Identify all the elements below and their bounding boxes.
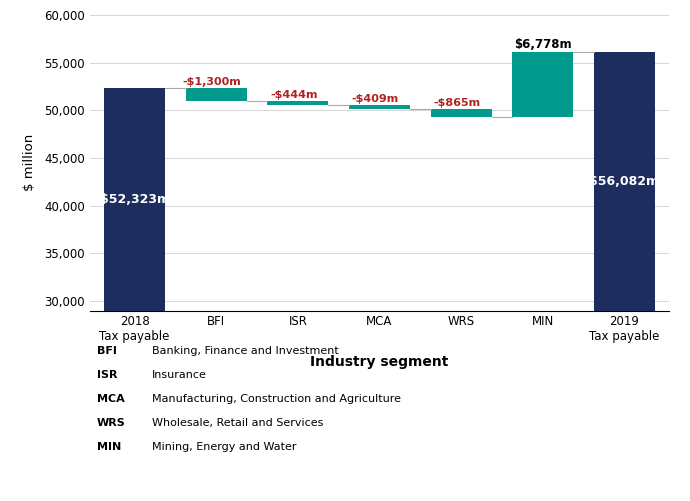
Text: ISR: ISR xyxy=(97,370,117,380)
Text: $56,082m: $56,082m xyxy=(589,175,660,188)
Text: Banking, Finance and Investment: Banking, Finance and Investment xyxy=(152,346,339,356)
Text: WRS: WRS xyxy=(97,418,126,428)
Text: Manufacturing, Construction and Agriculture: Manufacturing, Construction and Agricult… xyxy=(152,394,401,404)
Bar xyxy=(512,53,573,117)
Text: -$409m: -$409m xyxy=(352,95,399,105)
Bar xyxy=(186,88,247,101)
Bar xyxy=(594,53,655,311)
Text: MIN: MIN xyxy=(97,442,121,452)
Text: Wholesale, Retail and Services: Wholesale, Retail and Services xyxy=(152,418,323,428)
Text: $52,323m: $52,323m xyxy=(99,193,170,206)
Bar xyxy=(267,101,328,105)
X-axis label: Industry segment: Industry segment xyxy=(310,355,448,369)
Bar xyxy=(431,109,492,117)
Text: $6,778m: $6,778m xyxy=(514,39,571,52)
Text: BFI: BFI xyxy=(97,346,117,356)
Text: Insurance: Insurance xyxy=(152,370,207,380)
Text: -$865m: -$865m xyxy=(433,98,481,108)
Text: -$444m: -$444m xyxy=(270,90,317,100)
Text: Mining, Energy and Water: Mining, Energy and Water xyxy=(152,442,296,452)
Bar xyxy=(349,105,410,109)
Y-axis label: $ million: $ million xyxy=(23,134,36,191)
Text: MCA: MCA xyxy=(97,394,124,404)
Text: -$1,300m: -$1,300m xyxy=(183,77,242,87)
Bar xyxy=(104,88,165,311)
